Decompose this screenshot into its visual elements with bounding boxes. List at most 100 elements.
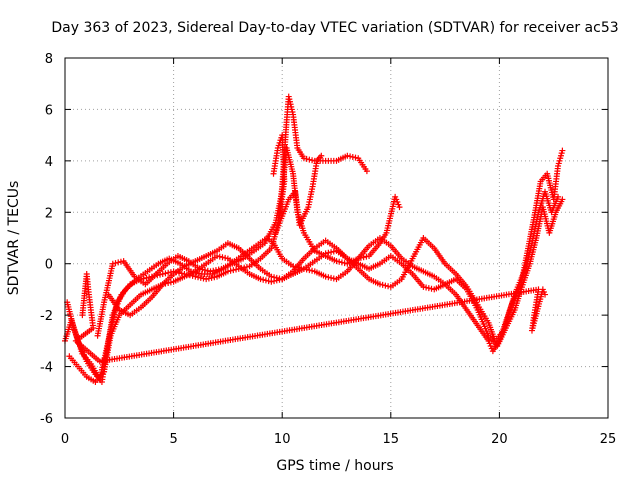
data-point — [379, 281, 386, 288]
x-axis-label: GPS time / hours — [276, 458, 393, 474]
data-point — [195, 274, 202, 281]
x-tick-label: 20 — [491, 432, 508, 447]
data-point — [196, 270, 203, 277]
data-point — [167, 279, 174, 286]
data-point — [222, 254, 229, 261]
data-point — [230, 267, 237, 274]
data-point — [162, 270, 169, 277]
y-tick-label: -2 — [40, 309, 53, 324]
data-point — [322, 273, 329, 280]
data-point — [425, 285, 432, 292]
y-tick-label: 2 — [45, 206, 53, 221]
x-tick-label: 0 — [61, 432, 69, 447]
data-point — [559, 196, 566, 203]
data-point — [268, 273, 275, 280]
data-point — [303, 266, 310, 273]
data-point — [318, 152, 325, 159]
data-point — [338, 259, 345, 266]
data-point — [243, 263, 250, 270]
data-point — [214, 253, 221, 259]
data-point — [352, 154, 359, 161]
data-point — [559, 147, 566, 154]
data-point — [115, 259, 122, 266]
data-point — [205, 275, 212, 282]
data-point — [216, 253, 223, 260]
data-point — [309, 157, 316, 164]
x-tick-label: 15 — [383, 432, 400, 447]
y-tick-label: 6 — [45, 103, 53, 118]
x-tick-label: 25 — [600, 432, 617, 447]
data-point — [268, 278, 275, 285]
y-axis-label: SDTVAR / TECUs — [6, 181, 22, 296]
y-tick-label: 8 — [45, 52, 53, 67]
data-point — [159, 281, 166, 288]
data-point — [325, 274, 332, 281]
y-tick-label: 4 — [45, 155, 53, 170]
y-tick-label: -4 — [40, 361, 53, 376]
data-point — [420, 283, 427, 290]
data-point — [300, 155, 307, 162]
data-point — [555, 193, 562, 200]
data-point — [208, 274, 215, 281]
data-point — [347, 153, 354, 160]
data-point — [328, 249, 335, 256]
data-point — [306, 267, 313, 274]
data-point — [325, 249, 332, 256]
data-point — [349, 154, 356, 160]
data-point — [165, 269, 172, 276]
data-point — [423, 284, 430, 291]
plot-frame — [64, 57, 609, 419]
data-point — [542, 291, 549, 298]
data-point — [276, 276, 283, 283]
chart-title: Day 363 of 2023, Sidereal Day-to-day VTE… — [51, 20, 618, 36]
data-point — [200, 275, 207, 282]
data-point — [143, 274, 150, 281]
data-point — [192, 273, 199, 280]
data-point — [112, 260, 119, 267]
data-point — [227, 267, 234, 274]
data-point — [300, 265, 307, 272]
data-point — [363, 253, 370, 260]
data-point — [344, 152, 351, 159]
data-point — [298, 265, 305, 272]
grid — [65, 58, 608, 418]
data-point — [396, 204, 403, 211]
x-tick-label: 5 — [169, 432, 177, 447]
data-point — [333, 258, 340, 265]
data-point — [257, 276, 264, 283]
data-point — [306, 156, 313, 163]
y-axis-ticks: -6 -4 -2 0 2 4 6 8 — [40, 52, 608, 427]
data-point — [382, 282, 389, 289]
data-point — [109, 260, 116, 267]
series-trace-6 — [270, 132, 325, 236]
data-point — [363, 168, 370, 175]
data-point — [309, 267, 316, 274]
y-tick-label: 0 — [45, 258, 53, 273]
data-point — [197, 274, 204, 281]
data-points — [62, 93, 566, 385]
data-point — [165, 280, 172, 286]
data-point — [322, 250, 329, 257]
data-point — [117, 258, 124, 265]
series-trace-7 — [72, 271, 549, 365]
data-point — [260, 276, 267, 283]
series-trace-5 — [66, 196, 566, 385]
data-point — [162, 280, 169, 287]
data-point — [203, 276, 210, 283]
data-point — [224, 268, 231, 275]
y-tick-label: -6 — [40, 412, 53, 427]
data-point — [303, 155, 310, 162]
data-point — [219, 254, 226, 261]
data-point — [328, 274, 335, 281]
data-point — [385, 283, 392, 290]
data-point — [273, 277, 280, 284]
data-point — [336, 258, 343, 265]
data-point — [265, 278, 272, 285]
data-point — [376, 281, 383, 288]
data-point — [271, 278, 278, 285]
x-tick-label: 10 — [274, 432, 291, 447]
data-point — [330, 275, 337, 282]
data-point — [262, 277, 269, 284]
